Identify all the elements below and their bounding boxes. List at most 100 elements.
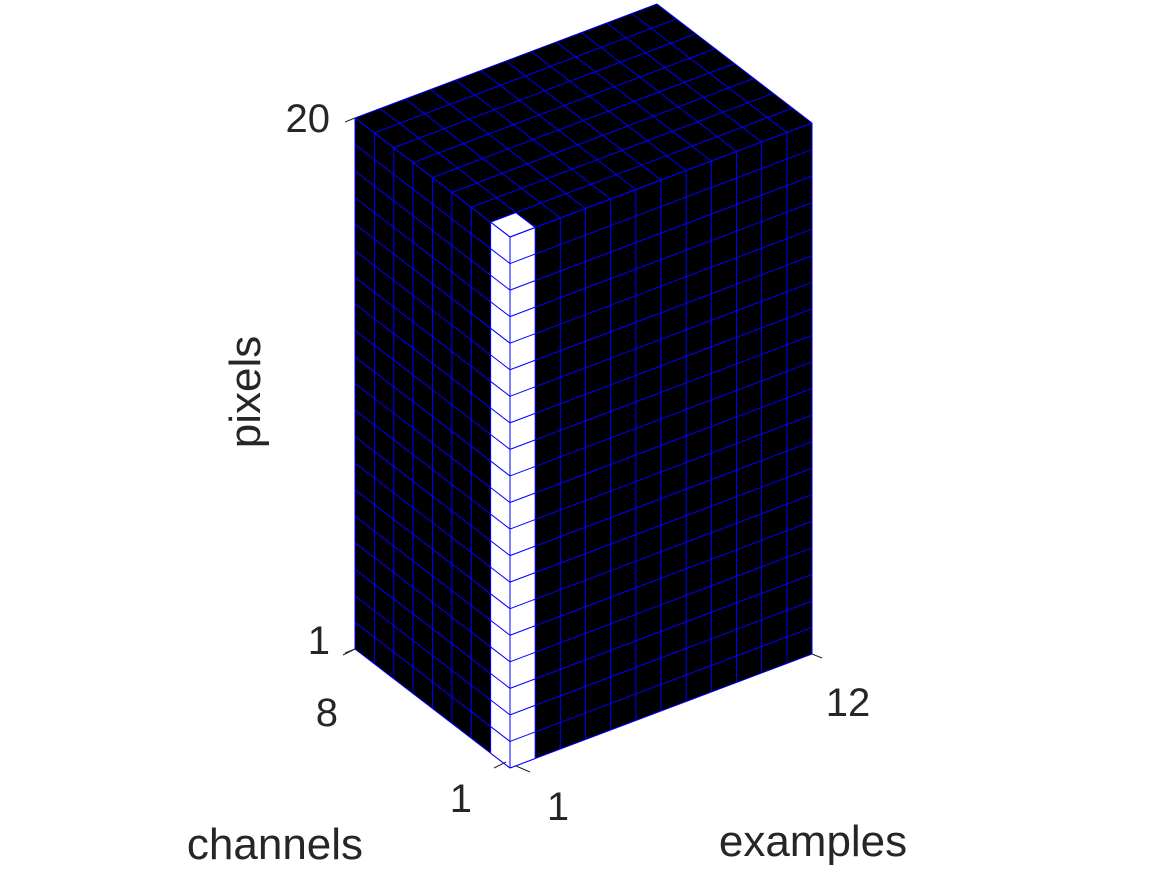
examples-face-hline	[509, 441, 813, 557]
highlight-cell-line	[509, 227, 536, 238]
highlight-cell-line	[490, 381, 511, 397]
channels-face-hline	[354, 383, 511, 503]
highlight-cell-line	[509, 625, 536, 636]
top-face-cline	[393, 33, 696, 149]
top-face-cline	[471, 92, 774, 208]
highlight-cell-line	[509, 731, 536, 742]
highlight-cell-line	[509, 386, 536, 397]
channels-face-hline	[354, 622, 511, 742]
highlight-cell-line	[490, 434, 511, 450]
pixels-tick-mark-max	[344, 117, 356, 123]
channels-tick-mark-max	[342, 648, 356, 656]
highlight-cell-line	[509, 758, 536, 769]
examples-face-hline	[509, 175, 813, 291]
channels-face-hline	[354, 595, 511, 716]
highlight-cell-line	[490, 699, 511, 716]
examples-face-hline	[509, 600, 813, 716]
examples-face-hline	[509, 361, 813, 477]
channels-face-hline	[354, 330, 511, 450]
channels-face-hline	[354, 462, 511, 583]
examples-axis-label: examples	[719, 817, 907, 866]
pixels-axis-label: pixels	[221, 336, 270, 449]
highlight-cell-line	[509, 280, 536, 291]
highlight-cell-line	[490, 619, 511, 636]
highlight-cell-line	[509, 598, 536, 610]
highlight-cell-line	[490, 566, 511, 583]
top-face-cline	[374, 18, 677, 134]
examples-face-hline	[509, 334, 813, 450]
highlight-cell-line	[509, 412, 536, 424]
highlight-cell-line	[490, 327, 511, 344]
examples-tick-mark-max	[811, 653, 823, 659]
channels-face-hline	[354, 542, 511, 663]
channels-face-hline	[354, 409, 511, 530]
channels-axis-label: channels	[187, 820, 363, 869]
highlight-cell-line	[490, 752, 511, 769]
highlight-cell-line	[509, 359, 536, 371]
highlight-cell-line	[490, 646, 511, 663]
highlight-cell-line	[490, 673, 511, 689]
highlight-cell-line	[509, 439, 536, 450]
axis-ticks	[342, 117, 823, 773]
examples-face-hline	[509, 202, 813, 318]
channels-face-hline	[354, 276, 511, 397]
top-face-cline	[412, 48, 716, 164]
top-face-cline	[432, 63, 735, 178]
highlight-cell-line	[490, 221, 511, 238]
highlight-cell-line	[490, 726, 511, 742]
highlight-cell-line	[490, 354, 511, 371]
examples-face-hline	[509, 281, 813, 397]
highlight-cell-line	[509, 651, 536, 663]
examples-face-hline	[509, 228, 813, 344]
channels-face-hline	[354, 223, 511, 344]
examples-face-hline	[509, 388, 813, 503]
highlight-cell-line	[490, 248, 511, 264]
highlight-cell-line	[509, 253, 536, 265]
examples-face-hline	[509, 467, 813, 583]
channels-face-hline	[354, 170, 511, 291]
highlight-cell-line	[509, 678, 536, 689]
examples-face-hline	[509, 520, 813, 636]
top-face-cline	[490, 107, 793, 223]
highlight-cell-line	[509, 572, 536, 583]
channels-face-hline	[354, 197, 511, 318]
channels-tick-max: 8	[316, 691, 338, 735]
examples-face-hline	[509, 255, 813, 371]
examples-face-hline	[509, 547, 813, 663]
examples-face-hline	[509, 494, 813, 610]
pixels-tick-max: 20	[286, 97, 331, 141]
examples-face-hline	[509, 149, 813, 265]
channels-face-hline	[354, 568, 511, 689]
examples-face-hline	[509, 414, 813, 530]
examples-face-hline	[509, 573, 813, 689]
channels-face-hline	[354, 250, 511, 371]
examples-face-hline	[509, 653, 813, 769]
examples-face-hline	[509, 308, 813, 424]
highlight-cell-line	[509, 492, 536, 503]
highlight-cell-line	[490, 487, 511, 503]
channels-face-hline	[354, 356, 511, 477]
channels-face-hline	[354, 303, 511, 424]
highlight-cell-line	[509, 465, 536, 477]
highlight-cell-line	[490, 301, 511, 318]
channels-face-hline	[354, 436, 511, 556]
examples-tick-mark-min	[515, 765, 531, 773]
examples-face-hline	[509, 626, 813, 742]
top-face-cline	[354, 3, 658, 119]
highlight-cell-line	[490, 593, 511, 610]
highlight-cell-line	[509, 306, 536, 318]
pixels-tick-min: 1	[308, 619, 330, 663]
channels-face-hline	[354, 648, 511, 769]
highlight-cell-line	[509, 519, 536, 530]
highlight-cell-line	[509, 704, 536, 716]
highlight-cell-line	[509, 333, 536, 344]
channels-face-hline	[354, 515, 511, 636]
highlight-cell-line	[490, 540, 511, 556]
highlight-cell-line	[509, 545, 536, 557]
highlight-cell-line	[490, 513, 511, 530]
channels-face-hline	[354, 489, 511, 610]
channels-tick-mark-min	[493, 761, 507, 769]
highlight-cell-line	[490, 407, 511, 424]
